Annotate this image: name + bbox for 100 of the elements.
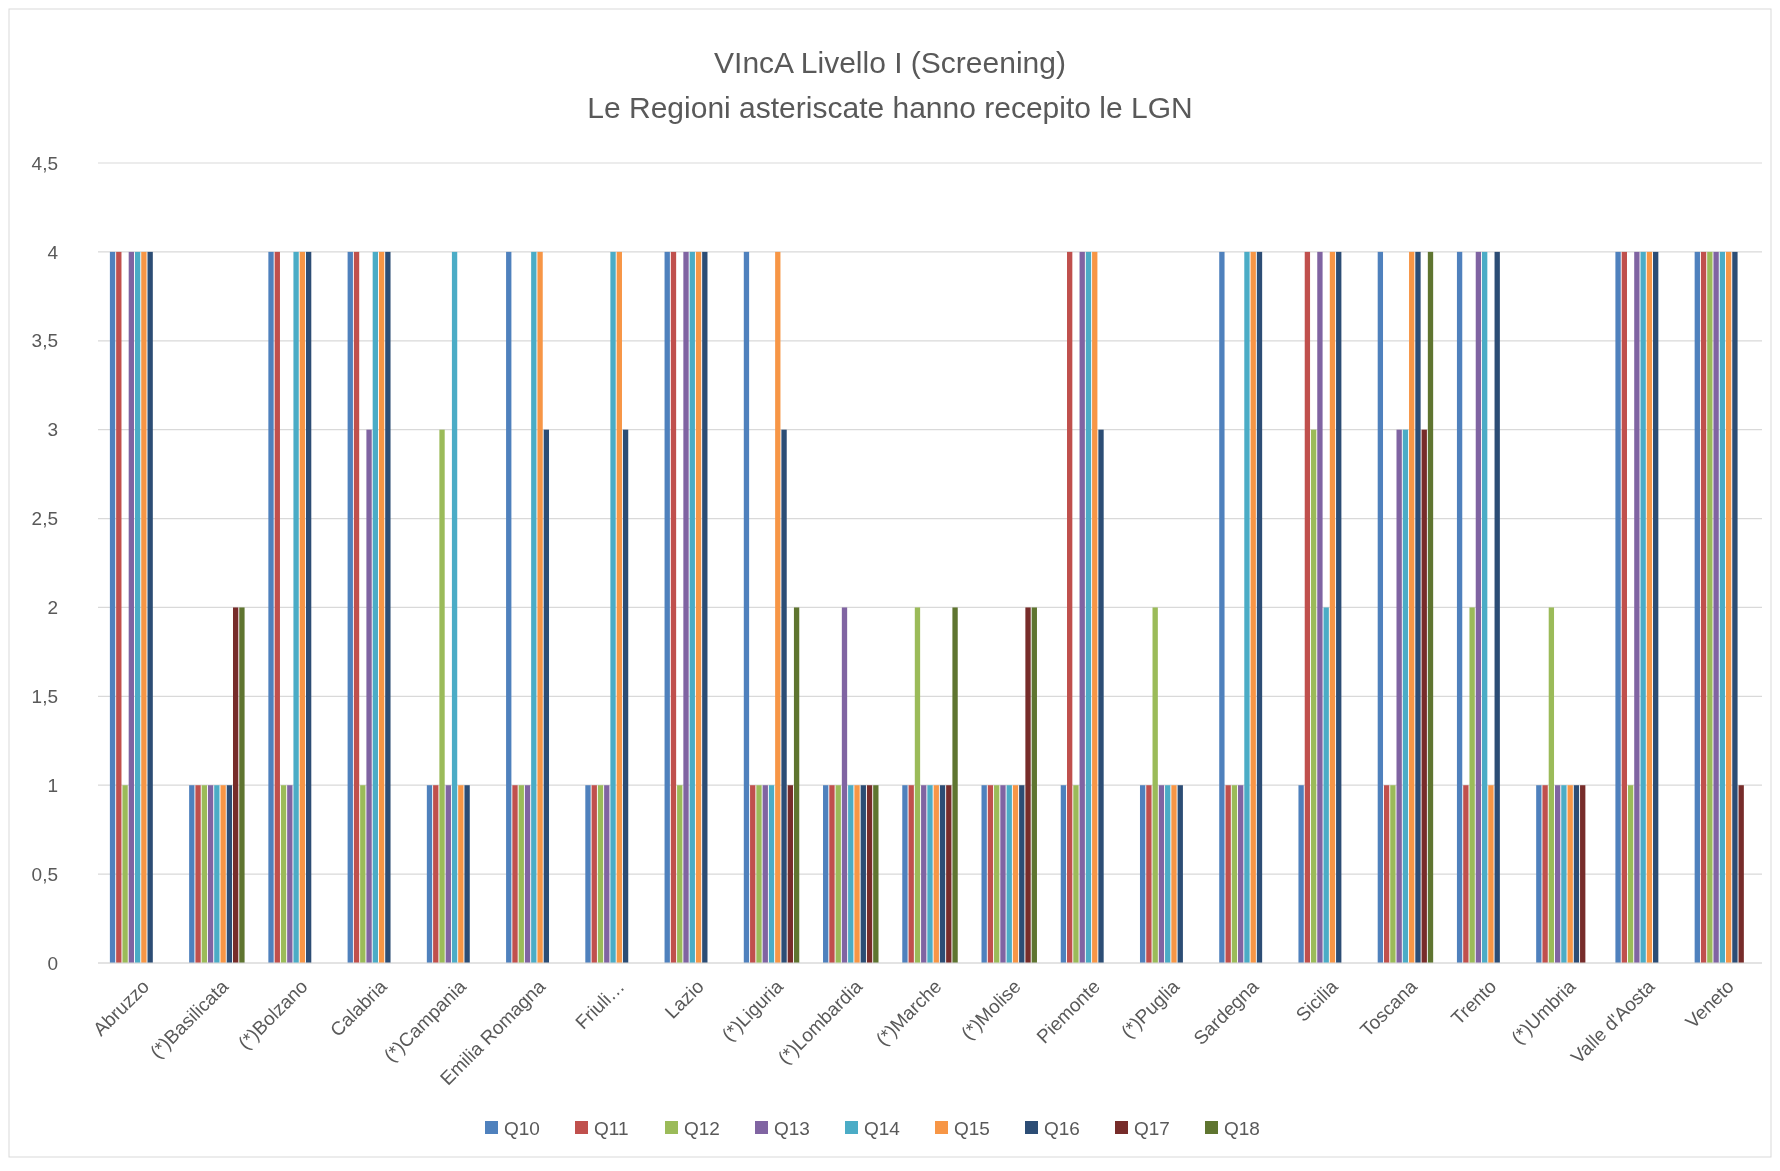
bar [214,785,220,963]
bar [1139,785,1146,963]
bar [1238,785,1244,963]
bar [1713,251,1719,963]
bar [347,251,353,963]
bar [1463,785,1469,963]
bar [1694,251,1700,963]
bar [921,785,927,963]
bar [1310,429,1317,963]
bar [616,251,622,963]
bar [506,251,512,963]
bar [793,607,800,963]
bar [1390,785,1396,963]
bar [1409,251,1415,963]
bar [1256,251,1263,963]
bar [1079,251,1085,963]
bar [1554,785,1561,963]
bar [585,785,591,963]
y-tick-label: 0 [47,952,58,974]
bar [1719,251,1726,963]
bar [1317,251,1323,963]
bar [1250,251,1256,963]
bar [1031,607,1037,963]
bar [366,429,372,963]
bar [1456,251,1463,963]
bar [848,785,854,963]
bar [1006,785,1012,963]
bar [239,607,245,963]
bar [1085,251,1092,963]
bar [1225,785,1231,963]
bar [1231,785,1238,963]
bar [1567,785,1573,963]
bar [1475,251,1482,963]
bar [866,785,873,963]
bar [1402,429,1409,963]
bar [128,251,135,963]
bar [134,251,141,963]
bar [378,251,385,963]
y-tick-label: 2 [47,597,58,619]
bar [781,429,787,963]
bar [1634,251,1640,963]
bar [597,785,604,963]
bar [353,251,360,963]
bar [981,785,987,963]
bar [1329,251,1336,963]
bar [201,785,207,963]
bar [677,785,683,963]
legend-label: Q11 [594,1117,629,1139]
legend-label: Q15 [954,1117,990,1139]
bar [1421,429,1427,963]
bar [451,251,458,963]
bar [854,785,860,963]
bar [426,785,433,963]
bar [116,251,122,963]
bar [305,251,312,963]
bar [591,785,597,963]
legend-label: Q17 [1134,1117,1170,1139]
bar [1725,251,1732,963]
chart-title: VIncA Livello I (Screening) [714,46,1066,79]
bar [1732,251,1738,963]
bar [683,251,689,963]
bar [1542,785,1548,963]
bar [464,785,470,963]
bar [1098,429,1104,963]
bar [1621,251,1628,963]
bar [1396,429,1402,963]
bar [233,607,239,963]
bar [531,251,537,963]
bar [433,785,439,963]
bar [1383,785,1390,963]
bar [670,251,677,963]
bar [1427,251,1434,963]
bar [189,785,195,963]
bar [1415,251,1421,963]
bar [1000,785,1006,963]
bar [1092,251,1098,963]
bar [109,251,116,963]
legend-label: Q10 [504,1117,540,1139]
y-tick-label: 4,5 [31,152,58,174]
bar [445,785,451,963]
bar [1627,785,1634,963]
bar [695,251,702,963]
bar [385,251,391,963]
bar [1019,785,1025,963]
bar [1640,251,1646,963]
chart-subtitle: Le Regioni asteriscate hanno recepito le LGN [587,91,1193,124]
bar [1377,251,1384,963]
bar [939,785,946,963]
bar [141,251,147,963]
bar [1171,785,1177,963]
bar [287,785,293,963]
bar [122,785,128,963]
bar [873,785,879,963]
bar [524,785,531,963]
bar [195,785,201,963]
bar [274,251,280,963]
bar [902,785,908,963]
bar [1067,251,1073,963]
y-tick-label: 4 [47,241,59,263]
bar [689,251,695,963]
